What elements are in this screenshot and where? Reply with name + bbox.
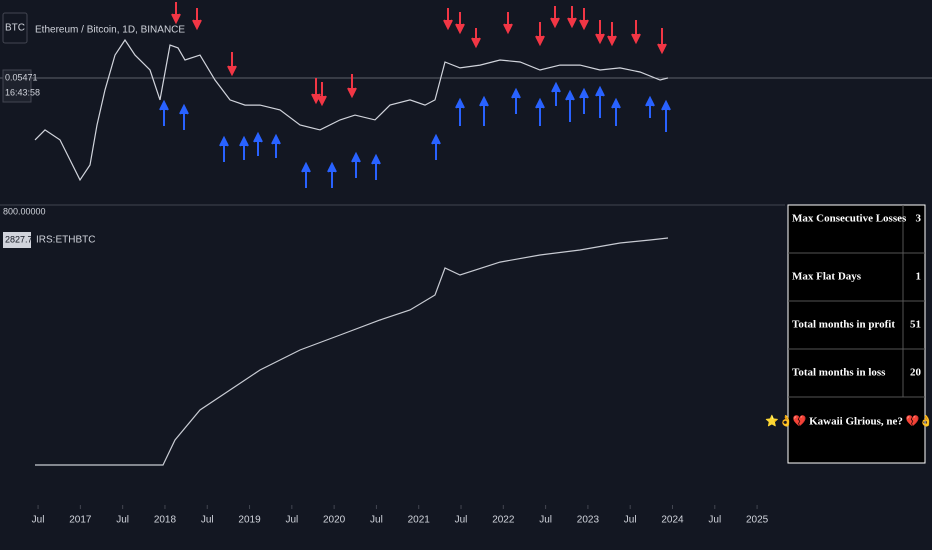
line-series bbox=[35, 237, 669, 466]
line-series bbox=[34, 38, 669, 182]
table-label: Total months in profit bbox=[792, 319, 895, 331]
x-tick-label: Jul bbox=[708, 515, 721, 526]
countdown: 16:43:58 bbox=[5, 87, 40, 97]
x-tick-label: 2021 bbox=[408, 515, 431, 526]
table-value: 3 bbox=[916, 213, 922, 225]
x-tick-label: 2017 bbox=[69, 515, 92, 526]
price: 0.05471 bbox=[5, 72, 38, 82]
signal-arrows bbox=[159, 2, 671, 188]
x-tick-label: 2023 bbox=[577, 515, 600, 526]
x-tick-label: Jul bbox=[624, 515, 637, 526]
price-badge bbox=[2, 69, 32, 103]
stats-table: Max Consecutive Losses 3 Max Flat Days 1 Tot… bbox=[765, 204, 932, 464]
x-tick-label: 2018 bbox=[154, 515, 177, 526]
x-tick-label: Jul bbox=[455, 515, 468, 526]
table-value: 1 bbox=[916, 271, 922, 283]
equity-legend: IRS:ETHBTC bbox=[36, 235, 95, 246]
x-tick-label: Jul bbox=[116, 515, 129, 526]
x-tick-label: Jul bbox=[539, 515, 552, 526]
equity-value: 2827.71258 bbox=[5, 234, 53, 244]
table-label: Max Consecutive Losses bbox=[792, 213, 907, 225]
chart-title: Ethereum / Bitcoin, 1D, BINANCE bbox=[35, 25, 185, 36]
x-tick-label: Jul bbox=[285, 515, 298, 526]
equity-scale-label: 800.00000 bbox=[3, 206, 46, 216]
x-tick-label: 2019 bbox=[238, 515, 261, 526]
symbol: BTC bbox=[5, 23, 25, 34]
x-tick-label: 2020 bbox=[323, 515, 346, 526]
x-tick-label: Jul bbox=[370, 515, 383, 526]
x-tick-label: 2025 bbox=[746, 515, 769, 526]
symbol-badge: BTC bbox=[2, 12, 28, 44]
x-tick-label: 2022 bbox=[492, 515, 515, 526]
equity-value-badge bbox=[3, 232, 31, 248]
table-value: 20 bbox=[910, 367, 922, 379]
table-label: Max Flat Days bbox=[792, 271, 862, 283]
table-footer: ⭐👌💔 Kawaii Glrious, ne? 💔👌⭐ bbox=[765, 415, 932, 428]
table-label: Total months in loss bbox=[792, 367, 886, 379]
table-value: 51 bbox=[910, 319, 921, 331]
x-tick-label: 2024 bbox=[661, 515, 684, 526]
x-tick-label: Jul bbox=[32, 515, 45, 526]
x-tick-label: Jul bbox=[201, 515, 214, 526]
